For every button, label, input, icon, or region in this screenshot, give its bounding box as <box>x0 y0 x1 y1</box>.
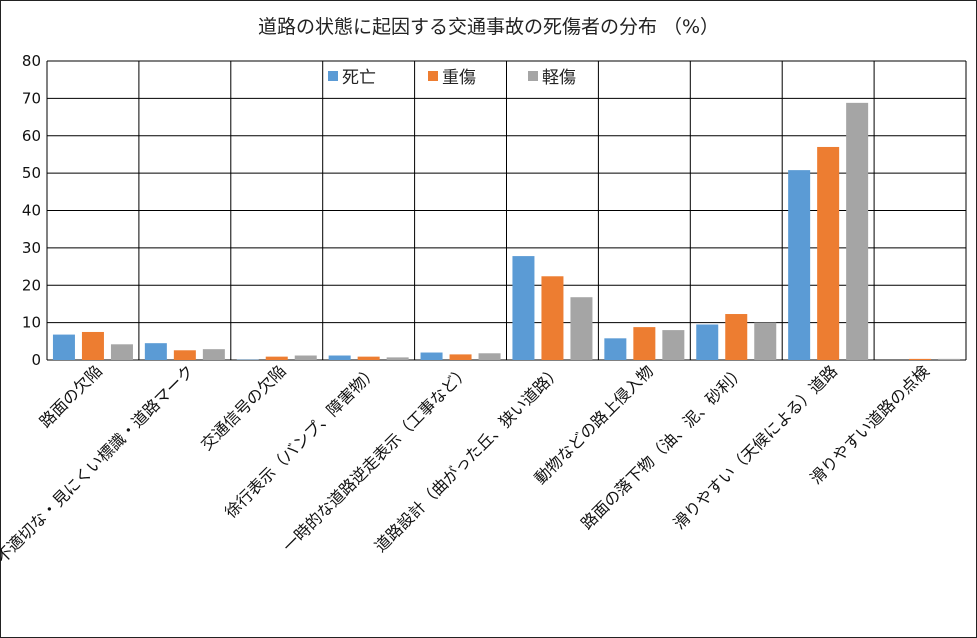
y-tick-label: 80 <box>22 52 41 70</box>
bars <box>52 102 961 361</box>
bar <box>604 338 627 360</box>
bar <box>541 276 564 360</box>
bar <box>817 146 840 360</box>
bar <box>754 322 777 360</box>
y-tick-label: 40 <box>22 202 41 220</box>
y-tick-label: 50 <box>22 164 41 182</box>
bar <box>328 355 351 360</box>
bar <box>478 353 501 360</box>
x-tick-label: 交通信号の欠陥 <box>197 361 290 454</box>
bar <box>173 350 196 360</box>
bar <box>52 334 75 360</box>
legend-label: 死亡 <box>342 68 376 88</box>
bar <box>294 355 317 360</box>
bar <box>420 352 443 360</box>
legend-swatch <box>528 71 538 81</box>
y-tick-label: 10 <box>22 314 41 332</box>
bar <box>696 324 719 360</box>
bar <box>202 349 225 360</box>
legend-label: 重傷 <box>442 68 476 88</box>
legend-swatch <box>328 71 338 81</box>
chart-title: 道路の状態に起因する交通事故の死傷者の分布 （%） <box>257 16 720 38</box>
bar <box>633 327 656 360</box>
bar <box>265 356 288 360</box>
bar <box>81 331 104 360</box>
bar <box>144 343 167 360</box>
y-tick-label: 30 <box>22 239 41 257</box>
legend: 死亡 重傷 軽傷 <box>328 68 576 88</box>
x-tick-label: 一時的な道路逆走表示（工事など） <box>279 361 473 555</box>
x-tick-label: 道路設計（曲がった丘、狭い道路） <box>371 361 565 555</box>
y-axis: 0 10 20 30 40 50 60 70 80 <box>22 52 41 369</box>
bar <box>662 330 685 360</box>
bar <box>512 256 535 360</box>
legend-swatch <box>428 71 438 81</box>
x-tick-label: 路面の欠陥 <box>36 361 106 431</box>
y-tick-label: 20 <box>22 276 41 294</box>
x-tick-label: 不適切な・見にくい標識・道路マーク <box>0 361 198 567</box>
gridlines <box>46 60 967 361</box>
x-tick-label: 路面の落下物（油、泥、砂利） <box>577 361 749 533</box>
bar <box>110 344 133 360</box>
x-tick-label: 滑りやすい（天候による）道路 <box>669 361 840 532</box>
y-tick-label: 60 <box>22 127 41 145</box>
bar <box>357 356 380 360</box>
bar <box>938 358 961 360</box>
y-tick-label: 70 <box>22 89 41 107</box>
bar <box>846 102 869 361</box>
bar <box>725 314 748 360</box>
bar <box>570 297 593 360</box>
bar <box>386 357 409 360</box>
bar <box>909 358 932 360</box>
legend-label: 軽傷 <box>542 68 576 88</box>
y-tick-label: 0 <box>31 351 41 369</box>
bar <box>449 354 472 360</box>
x-tick-label: 徐行表示（バンプ、障害物） <box>221 361 381 521</box>
bar <box>788 170 811 360</box>
